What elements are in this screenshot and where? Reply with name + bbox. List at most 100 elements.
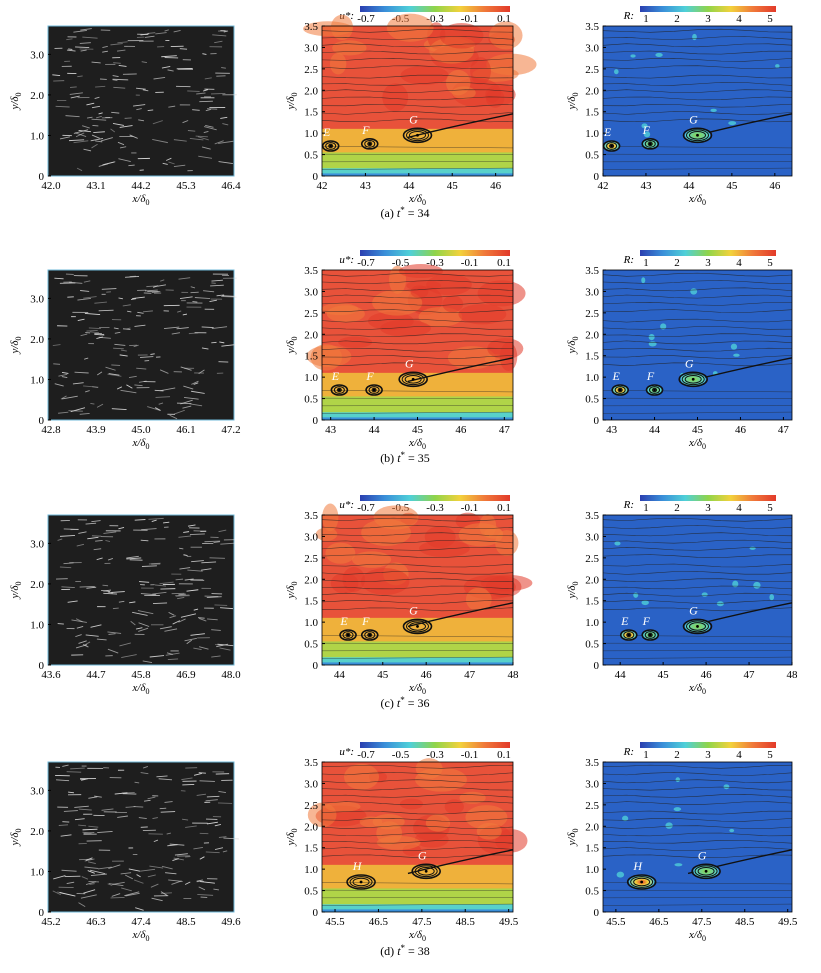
particle-streak bbox=[204, 595, 219, 598]
streamline bbox=[602, 903, 793, 906]
colorbar-tick-label: 1 bbox=[643, 502, 649, 514]
particle-streak bbox=[58, 373, 68, 377]
particle-streak bbox=[90, 403, 95, 405]
field-x-tick-label: 47 bbox=[744, 669, 756, 681]
field-x-tick-label: 43 bbox=[606, 424, 618, 436]
field-x-tick-label: 44 bbox=[615, 669, 627, 681]
r-field-spot bbox=[622, 815, 629, 822]
particle-streak bbox=[122, 328, 131, 330]
shear-layer-streamline bbox=[407, 602, 514, 628]
streamline bbox=[602, 786, 793, 791]
particle-streak bbox=[160, 811, 176, 813]
particle-streak bbox=[101, 288, 117, 290]
particle-streak bbox=[83, 889, 96, 894]
particle-streak bbox=[110, 128, 116, 133]
particle-streak bbox=[218, 790, 226, 793]
streamline bbox=[602, 309, 793, 313]
particle-streak bbox=[193, 608, 199, 611]
particle-streak bbox=[70, 95, 80, 99]
particle-streak bbox=[199, 646, 209, 650]
r-field-spot bbox=[710, 108, 717, 112]
field-y-tick-label: 2.5 bbox=[585, 308, 599, 320]
vortex-streamline-F bbox=[364, 139, 376, 148]
particle-streak bbox=[112, 607, 119, 610]
streamline bbox=[321, 161, 514, 163]
vortex-center-E bbox=[627, 633, 631, 637]
vortex-center-E bbox=[618, 388, 622, 392]
particle-streak bbox=[174, 409, 185, 415]
vortex-label-F: F bbox=[642, 614, 651, 628]
particle-streak bbox=[118, 527, 125, 530]
piv-y-tick-label: 3.0 bbox=[30, 49, 44, 61]
vortex-label-G: G bbox=[698, 848, 707, 862]
particle-streak bbox=[182, 818, 189, 821]
row-3: 0 1.0 2.0 3.0 43.6 44.7 45.8 46.9 48.0 x/δ0 y/δ0 u*… bbox=[9, 495, 798, 710]
particle-streak bbox=[76, 625, 84, 629]
u-field-patch bbox=[439, 22, 484, 49]
streamline bbox=[321, 355, 514, 359]
vortex-center-G bbox=[704, 869, 708, 873]
particle-streak bbox=[105, 366, 116, 371]
streamline bbox=[602, 600, 793, 604]
particle-streak bbox=[203, 131, 209, 133]
particle-streak bbox=[119, 642, 131, 647]
field-x-tick-label: 46 bbox=[455, 424, 467, 436]
particle-streak bbox=[89, 331, 100, 334]
particle-streak bbox=[214, 823, 222, 827]
particle-streak bbox=[154, 584, 166, 587]
vortex-streamline-G bbox=[682, 127, 713, 144]
vortex-streamline-G bbox=[678, 371, 709, 388]
colorbar-tick-label: -0.5 bbox=[392, 749, 410, 761]
vortex-streamline-F bbox=[641, 138, 660, 150]
piv-y-tick-label: 3.0 bbox=[30, 785, 44, 797]
streamline bbox=[602, 397, 793, 399]
colorbar-tick-label: 0.1 bbox=[497, 257, 511, 269]
particle-streak bbox=[186, 639, 193, 645]
field-y-tick-label: 1.5 bbox=[585, 107, 599, 119]
particle-streak bbox=[198, 617, 207, 622]
particle-streak bbox=[118, 600, 125, 603]
particle-streak bbox=[134, 519, 146, 521]
shear-layer-streamline bbox=[407, 849, 514, 875]
r-field-spot bbox=[749, 546, 756, 550]
field-x-tick-label: 42 bbox=[598, 180, 609, 192]
particle-streak bbox=[128, 375, 137, 379]
particle-streak bbox=[75, 634, 82, 638]
particle-streak bbox=[103, 531, 117, 534]
piv-x-tick-label: 48.5 bbox=[176, 916, 196, 928]
particle-streak bbox=[102, 50, 108, 53]
particle-streak bbox=[86, 102, 95, 106]
field-y-tick-label: 3.5 bbox=[585, 21, 599, 33]
particle-streak bbox=[174, 853, 188, 856]
particle-streak bbox=[52, 890, 61, 896]
particle-streak bbox=[175, 578, 184, 581]
particle-streak bbox=[107, 373, 122, 377]
particle-streak bbox=[166, 652, 173, 655]
particle-streak bbox=[94, 333, 105, 336]
particle-streak bbox=[156, 775, 168, 778]
particle-streak bbox=[108, 633, 116, 635]
particle-streak bbox=[218, 140, 234, 144]
field-y-tick-label: 3.5 bbox=[304, 21, 318, 33]
streamline bbox=[321, 167, 514, 170]
piv-y-axis-label: y/δ0 bbox=[9, 581, 23, 599]
r-field-spot bbox=[716, 601, 724, 607]
particle-streak bbox=[161, 865, 173, 870]
field-y-tick-label: 2.5 bbox=[585, 800, 599, 812]
particle-streak bbox=[63, 810, 78, 812]
shear-layer-streamline bbox=[407, 357, 514, 383]
particle-streak bbox=[144, 35, 155, 38]
particle-streak bbox=[101, 808, 114, 811]
colorbar-tick-label: -0.7 bbox=[357, 13, 375, 25]
particle-streak bbox=[149, 865, 164, 869]
particle-streak bbox=[79, 585, 95, 588]
particle-streak bbox=[125, 806, 136, 808]
field-y-tick-label: 2.0 bbox=[304, 574, 318, 586]
particle-streak bbox=[81, 876, 89, 880]
particle-streak bbox=[189, 533, 205, 535]
field-y-tick-label: 3.0 bbox=[585, 531, 599, 543]
particle-streak bbox=[185, 825, 197, 828]
field-y-tick-label: 0 bbox=[594, 415, 600, 427]
vortex-label-G: G bbox=[685, 356, 694, 370]
